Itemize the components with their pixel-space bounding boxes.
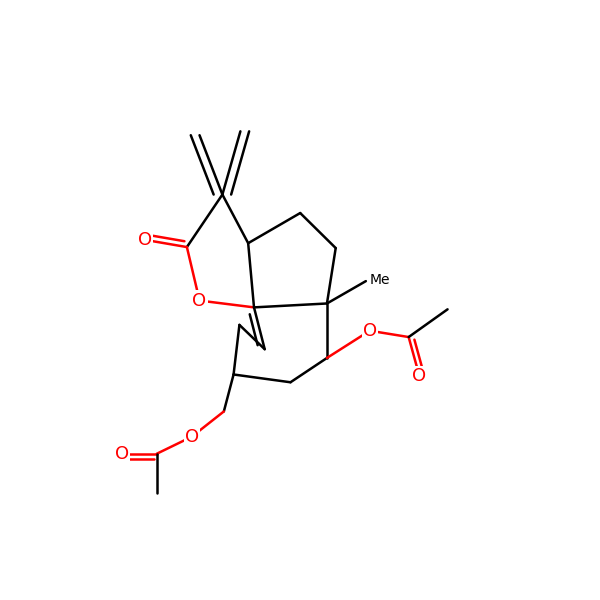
Text: O: O: [362, 322, 377, 340]
Text: O: O: [137, 231, 152, 249]
Text: O: O: [185, 428, 199, 446]
Text: Me: Me: [370, 273, 390, 287]
Text: O: O: [193, 292, 206, 310]
Text: O: O: [115, 445, 129, 463]
Text: O: O: [412, 367, 427, 385]
